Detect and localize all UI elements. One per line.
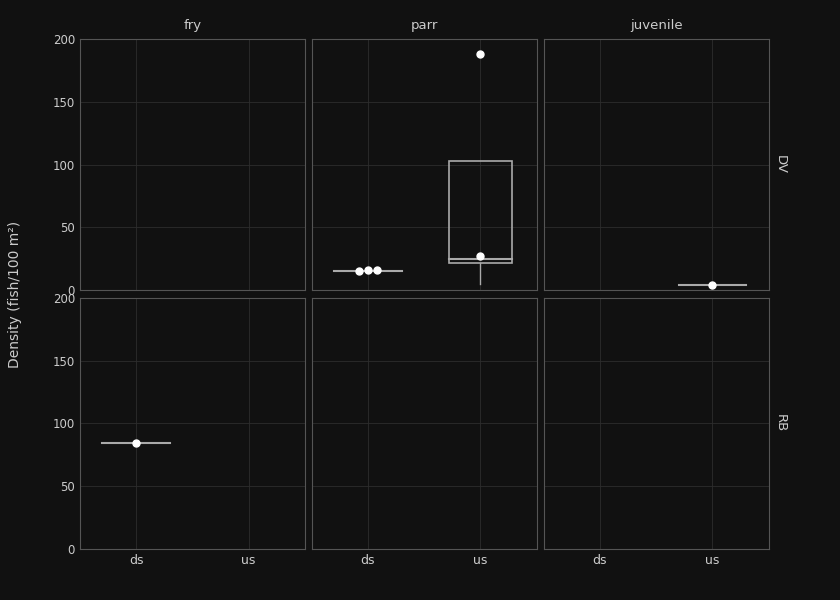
Text: DV: DV (774, 155, 787, 174)
Text: juvenile: juvenile (630, 19, 682, 32)
Text: Density (fish/100 m²): Density (fish/100 m²) (8, 220, 22, 368)
Text: RB: RB (774, 414, 787, 433)
Text: parr: parr (411, 19, 438, 32)
Bar (449, 161, 512, 263)
Text: fry: fry (183, 19, 202, 32)
